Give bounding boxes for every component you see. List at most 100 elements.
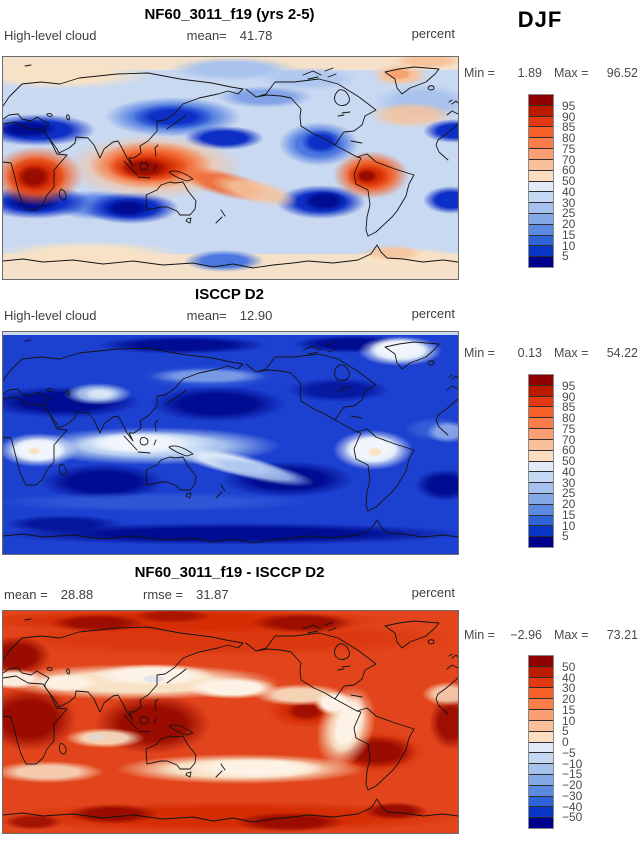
colorbar-segment: [529, 699, 553, 711]
panel1-mean-label: mean=: [186, 28, 227, 43]
colorbar-tick-label: −30: [562, 788, 583, 803]
max-value: 96.52: [606, 66, 638, 80]
colorbar-segment: [529, 807, 553, 819]
colorbar-segment: [529, 116, 553, 128]
panel2-mean-value: 12.90: [239, 308, 273, 323]
panel1-mean: mean= 41.78: [2, 28, 457, 43]
min-label: Min =: [464, 346, 495, 360]
colorbar-tick-label: 30: [562, 195, 576, 210]
colorbar-segment: [529, 710, 553, 721]
colorbar-tick-label: 5: [562, 529, 569, 544]
colorbar-segment: [529, 127, 553, 139]
panel2-title: ISCCP D2: [195, 286, 264, 303]
panel2-mean: mean= 12.90: [2, 308, 457, 323]
colorbar-segment: [529, 731, 553, 743]
colorbar-tick-label: 30: [562, 681, 576, 696]
colorbar-segment: [529, 677, 553, 689]
colorbar-segment: [529, 95, 553, 106]
colorbar-tick-label: 95: [562, 378, 576, 393]
colorbar-segment: [529, 537, 553, 547]
map-obs: [2, 331, 459, 555]
colorbar-swatches: [528, 94, 554, 268]
colorbar-segment: [529, 818, 553, 828]
colorbar-tick-label: 15: [562, 507, 576, 522]
panel1-units-label: percent: [411, 26, 455, 41]
colorbar-tick-label: 85: [562, 120, 576, 135]
colorbar-tick-label: 80: [562, 411, 576, 425]
colorbar-tick-label: 90: [562, 109, 576, 124]
colorbar-segment: [529, 396, 553, 408]
min-value: 0.13: [517, 346, 542, 360]
panel1-minmax: Min = 1.89 Max = 96.52: [464, 66, 643, 80]
colorbar-model: 95 90 85 80 75 70 60 50 40 30 25 20 15 10 5: [528, 94, 608, 270]
colorbar-tick-label: −50: [562, 810, 583, 825]
colorbar-segment: [529, 785, 553, 797]
colorbar-segment: [529, 796, 553, 808]
panel2-units-label: percent: [411, 306, 455, 321]
panel3-units-label: percent: [411, 585, 455, 600]
colorbar-tick-label: 5: [562, 724, 569, 739]
colorbar-tick-label: 40: [562, 184, 576, 199]
season-label: DJF: [517, 7, 563, 32]
map-diff: [2, 610, 459, 834]
panel3-minmax: Min = −2.96 Max = 73.21: [464, 628, 643, 642]
colorbar-tick-label: 90: [562, 389, 576, 404]
colorbar-tick-label: 10: [562, 238, 576, 253]
panel1-subheader: High-level cloud mean= 41.78 percent: [2, 26, 457, 44]
panel2-subheader: High-level cloud mean= 12.90 percent: [2, 306, 457, 324]
colorbar-tick-label: 50: [562, 174, 576, 188]
colorbar-segment: [529, 170, 553, 182]
colorbar-segment: [529, 526, 553, 538]
colorbar-segment: [529, 483, 553, 494]
min-value: 1.89: [517, 66, 542, 80]
colorbar-segment: [529, 149, 553, 160]
colorbar-segment: [529, 764, 553, 775]
colorbar-tick-label: 95: [562, 98, 576, 113]
colorbar-segment: [529, 418, 553, 430]
colorbar-segment: [529, 213, 553, 225]
colorbar-tick-label: −5: [562, 745, 576, 760]
max-label: Max =: [554, 346, 589, 360]
colorbar-tick-label: 40: [562, 464, 576, 479]
colorbar-segment: [529, 407, 553, 419]
colorbar-segment: [529, 203, 553, 214]
colorbar-tick-label: 75: [562, 421, 576, 436]
panel3-rmse-value: 31.87: [196, 587, 229, 602]
colorbar-tick-label: 60: [562, 443, 576, 458]
colorbar-segment: [529, 159, 553, 171]
panel3-mean-value: 28.88: [60, 587, 94, 602]
panel1-field-label: High-level cloud: [4, 28, 97, 43]
colorbar-segment: [529, 224, 553, 236]
colorbar-tick-label: 75: [562, 141, 576, 156]
colorbar-segment: [529, 181, 553, 193]
map-model: [2, 56, 459, 280]
contour-field-obs: [3, 332, 458, 554]
colorbar-segment: [529, 504, 553, 516]
min-label: Min =: [464, 628, 495, 642]
colorbar-segment: [529, 385, 553, 397]
colorbar-tick-label: −40: [562, 799, 583, 814]
colorbar-segment: [529, 105, 553, 117]
colorbar-segment: [529, 450, 553, 462]
colorbar-segment: [529, 742, 553, 754]
colorbar-tick-label: 0: [562, 735, 569, 749]
max-label: Max =: [554, 66, 589, 80]
colorbar-tick-label: 25: [562, 486, 576, 501]
panel2-mean-label: mean=: [186, 308, 227, 323]
colorbar-segment: [529, 246, 553, 258]
panel3-title: NF60_3011_f19 - ISCCP D2: [134, 564, 325, 581]
colorbar-tick-label: 10: [562, 713, 576, 728]
colorbar-segment: [529, 666, 553, 678]
colorbar-segment: [529, 461, 553, 473]
colorbar-segment: [529, 235, 553, 247]
colorbar-tick-label: 70: [562, 432, 576, 447]
colorbar-tick-label: 50: [562, 454, 576, 468]
colorbar-segment: [529, 656, 553, 667]
colorbar-segment: [529, 375, 553, 386]
colorbar-tick-label: 40: [562, 670, 576, 685]
colorbar-segment: [529, 439, 553, 451]
colorbar-obs: 95 90 85 80 75 70 60 50 40 30 25 20 15 10 5: [528, 374, 608, 550]
panel3-rmse-label: rmse =: [143, 587, 184, 602]
max-value: 73.21: [606, 628, 638, 642]
